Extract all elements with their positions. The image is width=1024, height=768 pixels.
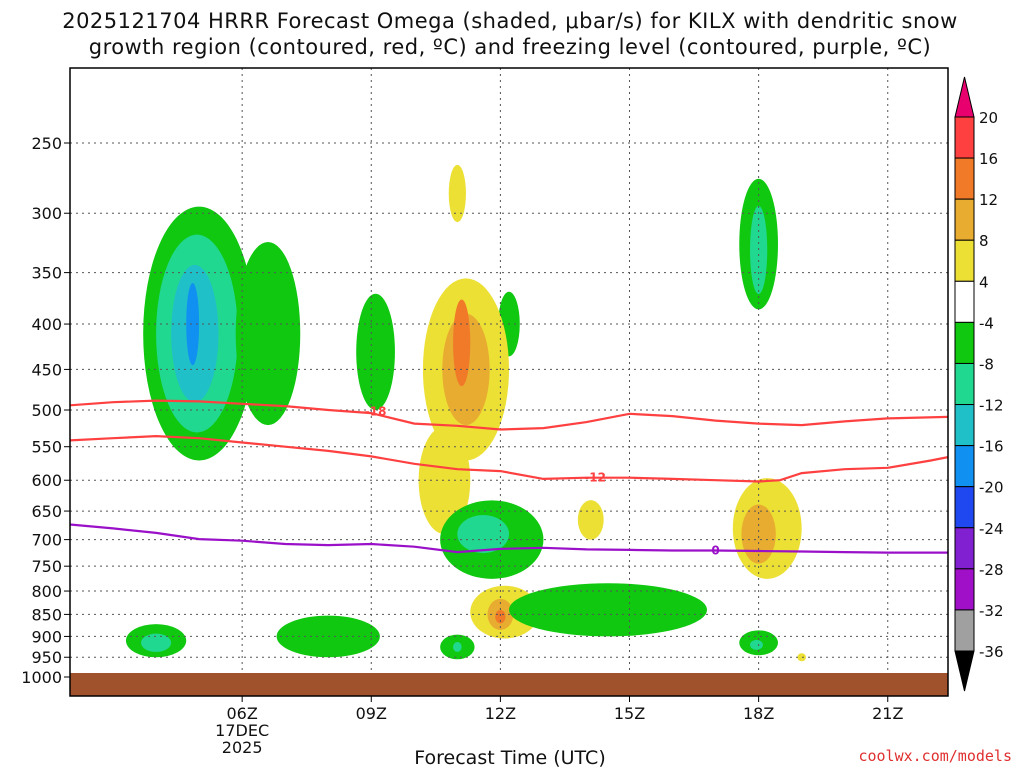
- omega-region-7: [448, 164, 466, 223]
- colorbar-swatch-7: [954, 404, 975, 447]
- omega-region-26: [453, 642, 462, 652]
- omega-region-11: [453, 299, 471, 387]
- dgz-contour-0-label: -18: [365, 405, 387, 419]
- omega-region-27: [508, 583, 707, 637]
- gridlines: [70, 68, 948, 673]
- ytick-label-850: 850: [31, 605, 62, 624]
- colorbar-tick-4: 4: [979, 273, 989, 291]
- colorbar-swatch-11: [954, 568, 975, 611]
- omega-region-4: [235, 242, 301, 426]
- xtick-label-9-0: 09Z: [356, 704, 387, 723]
- freezing-level-contour-label: 0: [711, 543, 719, 557]
- colorbar-swatch-1: [954, 157, 975, 200]
- colorbar-swatch-0: [954, 116, 975, 159]
- ytick-label-900: 900: [31, 627, 62, 646]
- omega-region-9: [418, 426, 471, 535]
- ytick-label-400: 400: [31, 315, 62, 334]
- dgz-contour-1-label: -12: [584, 471, 606, 485]
- ground-terrain: [70, 673, 948, 696]
- omega-region-29: [750, 639, 763, 650]
- xtick-label-12-0: 12Z: [485, 704, 516, 723]
- ground-layer: [70, 673, 948, 696]
- ytick-label-450: 450: [31, 360, 62, 379]
- omega-region-21: [495, 609, 506, 624]
- omega-shaded-regions: [125, 164, 806, 662]
- dgz-contour-0: [70, 399, 948, 431]
- colorbar-swatch-6: [954, 362, 975, 406]
- freezing-level-contour: [70, 523, 948, 554]
- colorbar-bottom-arrow: [954, 650, 975, 692]
- ytick-label-700: 700: [31, 531, 62, 550]
- ytick-label-500: 500: [31, 401, 62, 420]
- xtick-label-6-0: 06Z: [226, 704, 257, 723]
- colorbar-swatch-12: [954, 609, 975, 652]
- xtick-label-6-1: 17DEC: [215, 721, 269, 740]
- colorbar-tick-3: 8: [979, 232, 989, 250]
- xtick-label-15-0: 15Z: [614, 704, 645, 723]
- colorbar-tick-10: -24: [979, 520, 1004, 538]
- y-axis-pressure: 250 300 350 400 450 500 550 600 650 700 750 800 850 9…: [21, 134, 70, 687]
- dgz-contour-1: [70, 434, 948, 483]
- chart-title-line-2: growth region (contoured, red, ºC) and f…: [89, 35, 932, 59]
- xtick-label-18-0: 18Z: [743, 704, 774, 723]
- chart-title-line-1: 2025121704 HRRR Forecast Omega (shaded, …: [62, 9, 958, 33]
- ytick-label-950: 950: [31, 648, 62, 667]
- plot-frame: [69, 67, 949, 697]
- omega-region-23: [141, 633, 172, 652]
- ytick-label-350: 350: [31, 264, 62, 283]
- contour-lines: -18 -12 0: [70, 399, 948, 557]
- colorbar-swatch-8: [954, 445, 975, 488]
- colorbar-tick-13: -36: [979, 643, 1004, 661]
- ytick-label-550: 550: [31, 438, 62, 457]
- omega-region-30: [797, 653, 806, 662]
- omega-region-14: [457, 515, 510, 554]
- ytick-label-650: 650: [31, 502, 62, 521]
- colorbar-legend: 20 16 12 8 4 -4 -8 -12 -16 -20 -24 -28 -32 -36: [954, 76, 1004, 692]
- x-axis-label: Forecast Time (UTC): [414, 747, 605, 768]
- omega-region-18: [741, 504, 776, 564]
- credit-link[interactable]: coolwx.com/models: [858, 747, 1012, 765]
- colorbar-swatch-9: [954, 486, 975, 529]
- colorbar-tick-5: -4: [979, 314, 994, 332]
- colorbar-swatch-4: [954, 280, 975, 323]
- colorbar-tick-12: -32: [979, 602, 1004, 620]
- ytick-label-750: 750: [31, 557, 62, 576]
- omega-region-5: [356, 293, 395, 410]
- colorbar-tick-6: -8: [979, 355, 994, 373]
- colorbar-swatch-10: [954, 527, 975, 570]
- ytick-label-1000: 1000: [21, 668, 62, 687]
- omega-region-12: [577, 500, 604, 540]
- colorbar-tick-7: -12: [979, 397, 1004, 415]
- colorbar-tick-9: -20: [979, 479, 1004, 497]
- colorbar-tick-11: -28: [979, 561, 1004, 579]
- colorbar-tick-2: 12: [979, 191, 998, 209]
- ytick-label-600: 600: [31, 471, 62, 490]
- omega-region-3: [186, 282, 200, 366]
- ytick-label-800: 800: [31, 582, 62, 601]
- colorbar-swatch-5: [954, 321, 975, 364]
- ytick-label-250: 250: [31, 134, 62, 153]
- colorbar-tick-0: 20: [979, 109, 998, 127]
- colorbar-tick-1: 16: [979, 150, 998, 168]
- colorbar-swatch-3: [954, 239, 975, 282]
- colorbar-swatch-2: [954, 198, 975, 241]
- colorbar-tick-8: -16: [979, 438, 1004, 456]
- ytick-label-300: 300: [31, 204, 62, 223]
- xtick-label-21-0: 21Z: [872, 704, 903, 723]
- xtick-label-6-2: 2025: [222, 738, 263, 757]
